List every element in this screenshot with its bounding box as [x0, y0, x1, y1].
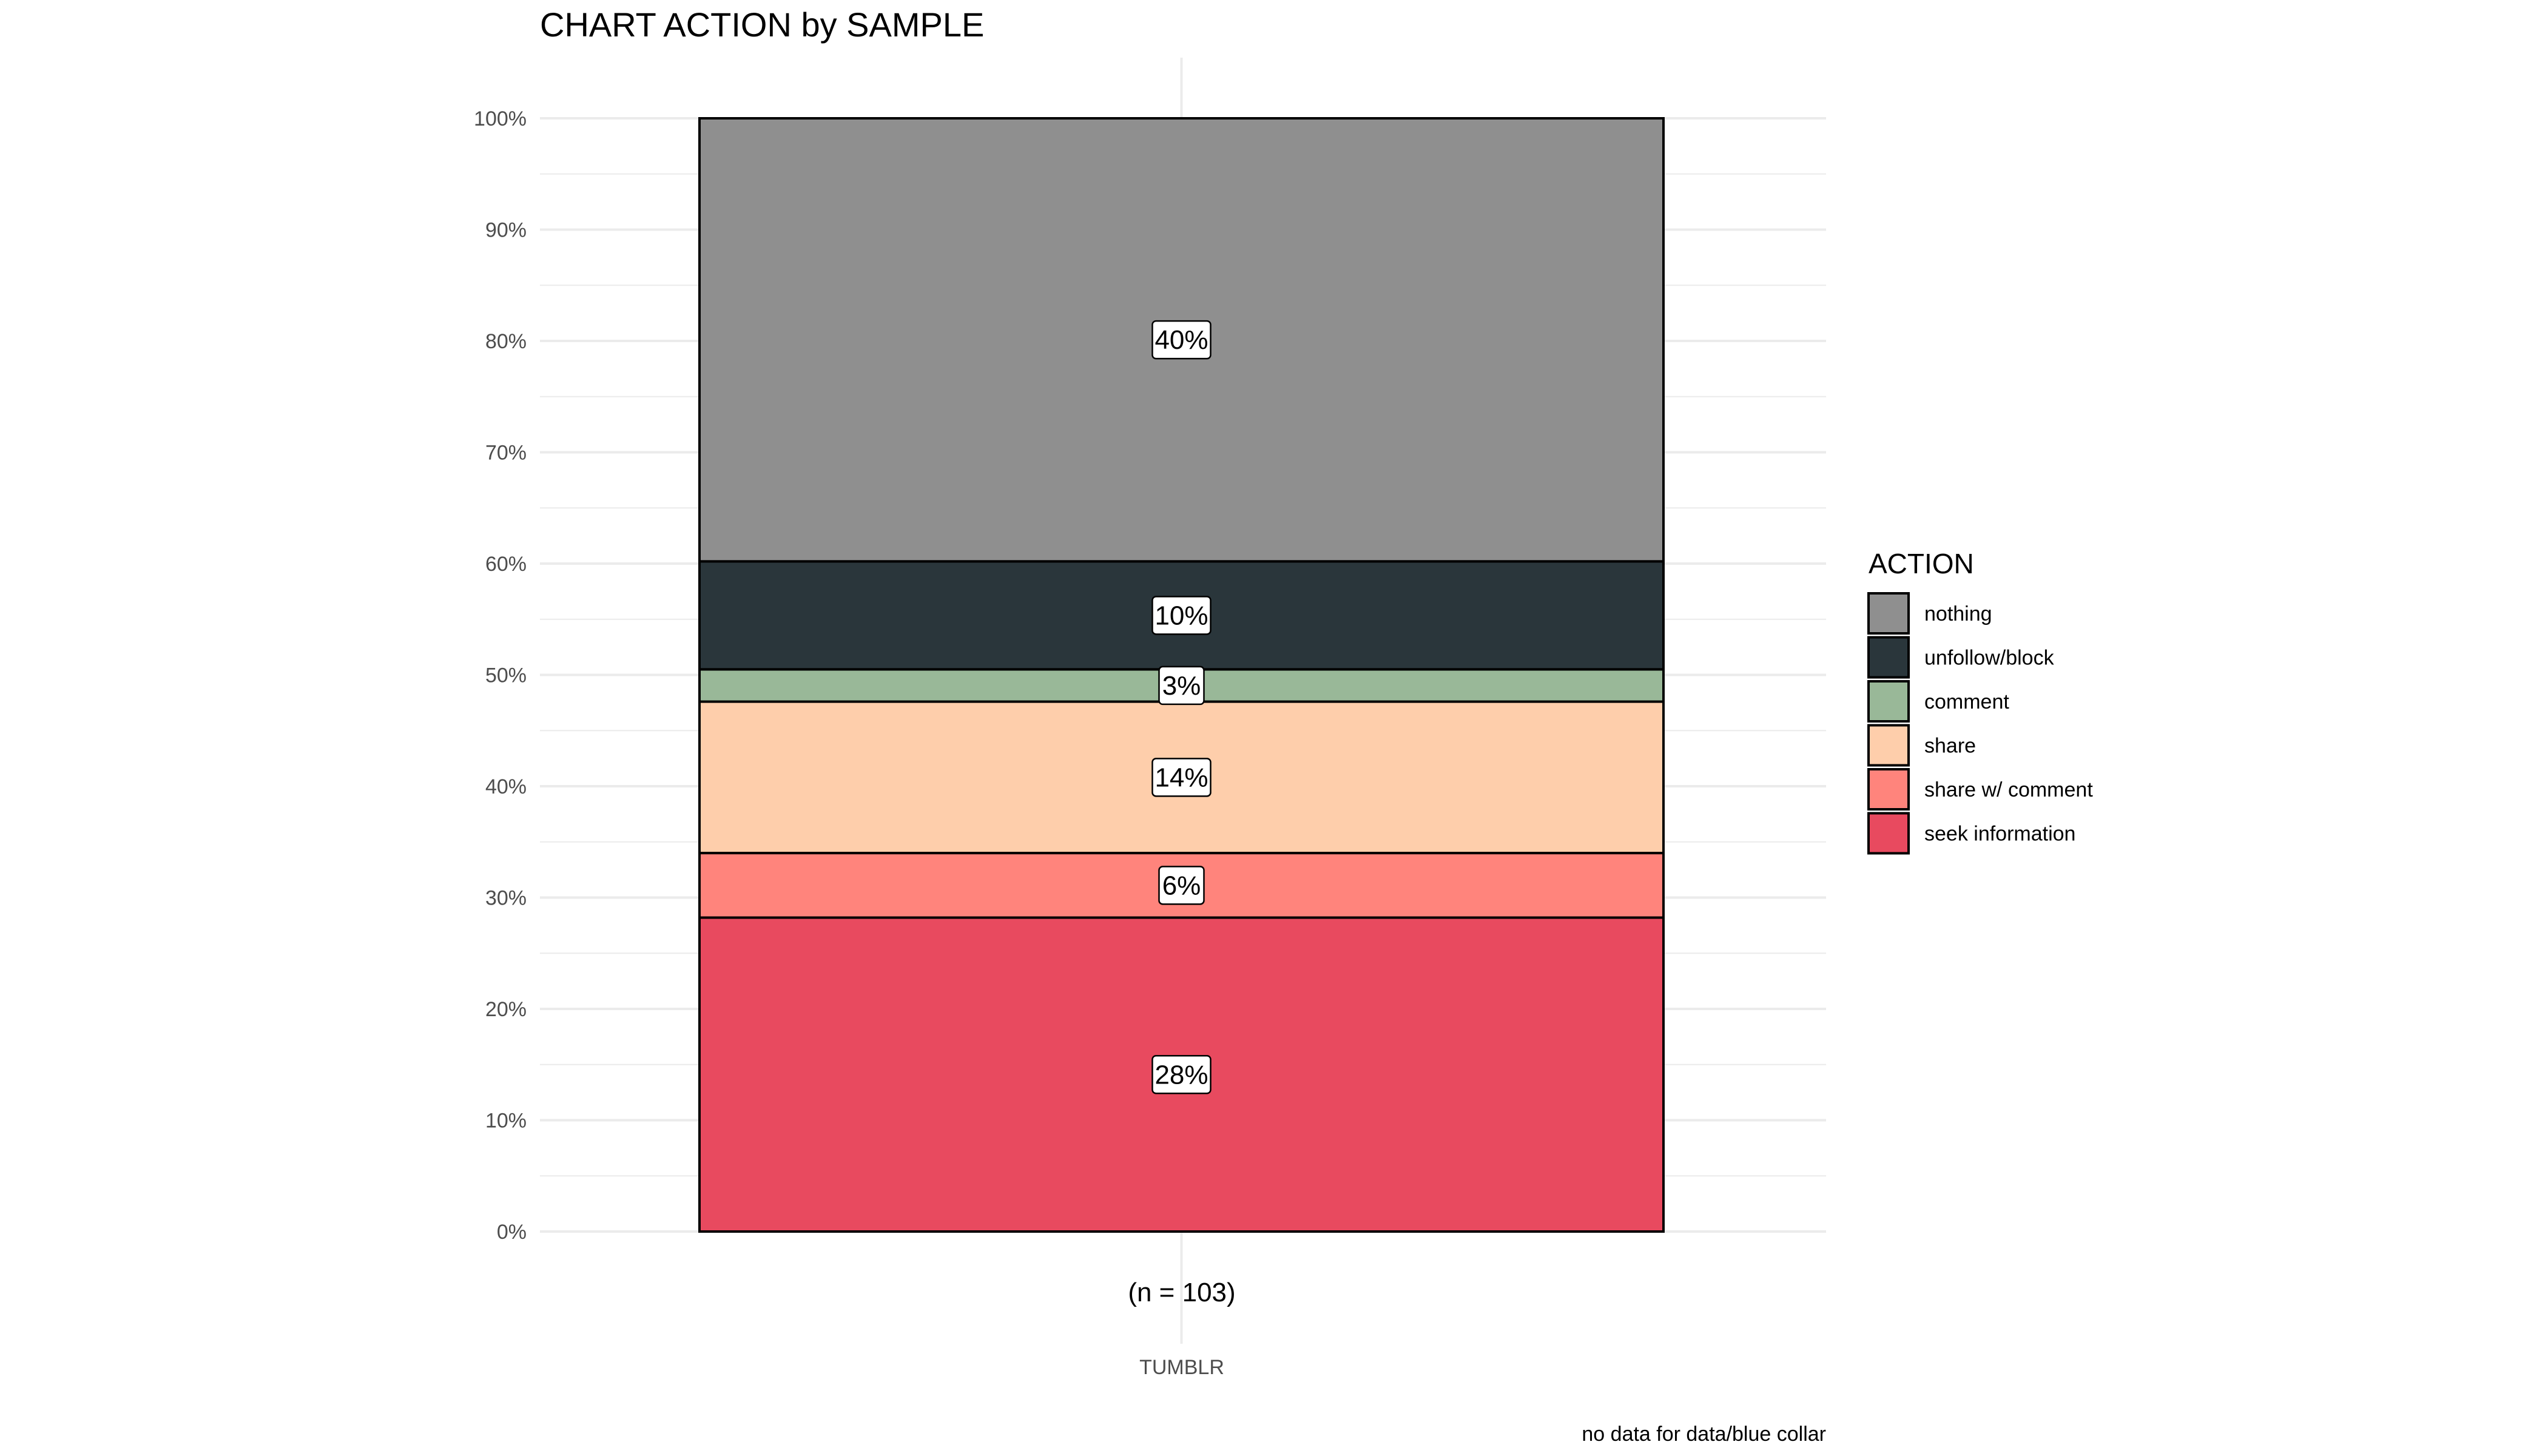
legend-item: share	[1867, 724, 1976, 767]
y-tick-label: 90%	[485, 219, 527, 242]
legend-key	[1867, 592, 1910, 635]
segment-label-text: 3%	[1162, 671, 1201, 701]
segment-label: 10%	[1151, 596, 1212, 635]
legend-item: share w/ comment	[1867, 768, 2093, 811]
caption: no data for data/blue collar	[1582, 1423, 1826, 1446]
segment-label-text: 14%	[1154, 763, 1208, 792]
legend-key	[1867, 680, 1910, 723]
segment-label-text: 6%	[1162, 871, 1201, 900]
segment-labels: 28% 6% 14% 3% 10% 40%	[1151, 320, 1212, 1094]
legend-item: nothing	[1867, 592, 1992, 635]
y-tick-label: 10%	[485, 1110, 527, 1133]
legend-label: seek information	[1924, 823, 2075, 846]
legend-title: ACTION	[1869, 548, 1974, 579]
segment-label-text: 10%	[1154, 601, 1208, 630]
y-axis-ticks: 0% 10% 20% 30% 40% 50% 60% 70% 80% 90% 100%	[474, 107, 527, 1244]
segment-label: 28%	[1151, 1055, 1212, 1094]
legend-label: nothing	[1924, 602, 1992, 625]
legend-item: seek information	[1867, 812, 2075, 855]
y-tick-label: 80%	[485, 330, 527, 353]
y-tick-label: 40%	[485, 775, 527, 798]
legend-key	[1867, 636, 1910, 679]
sample-size-label: (n = 103)	[1128, 1278, 1235, 1307]
segment-label: 40%	[1151, 320, 1212, 360]
legend-label: comment	[1924, 690, 2009, 713]
segment-label-box	[1151, 596, 1212, 635]
y-tick-label: 70%	[485, 442, 527, 465]
legend-item: unfollow/block	[1867, 636, 2055, 679]
chart-title: CHART ACTION by SAMPLE	[540, 5, 984, 44]
legend-key	[1867, 724, 1910, 767]
segment-label-box	[1151, 1055, 1212, 1094]
legend-items: nothing unfollow/block comment share share w…	[1867, 592, 2093, 855]
segment-label: 3%	[1158, 666, 1205, 706]
legend-label: share	[1924, 735, 1976, 758]
y-tick-label: 0%	[497, 1221, 527, 1244]
y-tick-label: 30%	[485, 887, 527, 910]
segment-label: 14%	[1151, 758, 1212, 797]
segment-label-box	[1158, 866, 1205, 905]
y-tick-label: 50%	[485, 664, 527, 687]
legend-label: share w/ comment	[1924, 778, 2093, 801]
segment-label-text: 28%	[1154, 1060, 1208, 1090]
x-tick-label: TUMBLR	[1139, 1356, 1224, 1379]
legend-key	[1867, 768, 1910, 811]
segment-label: 6%	[1158, 866, 1205, 905]
legend: ACTION nothing unfollow/block comment share…	[1867, 548, 2093, 855]
segment-label-text: 40%	[1154, 325, 1208, 355]
segment-label-box	[1158, 666, 1205, 706]
legend-item: comment	[1867, 680, 2009, 723]
y-tick-label: 20%	[485, 998, 527, 1021]
legend-key	[1867, 812, 1910, 855]
legend-label: unfollow/block	[1924, 647, 2055, 670]
y-tick-label: 100%	[474, 107, 527, 130]
segment-label-box	[1151, 758, 1212, 797]
segment-label-box	[1151, 320, 1212, 360]
y-tick-label: 60%	[485, 553, 527, 576]
